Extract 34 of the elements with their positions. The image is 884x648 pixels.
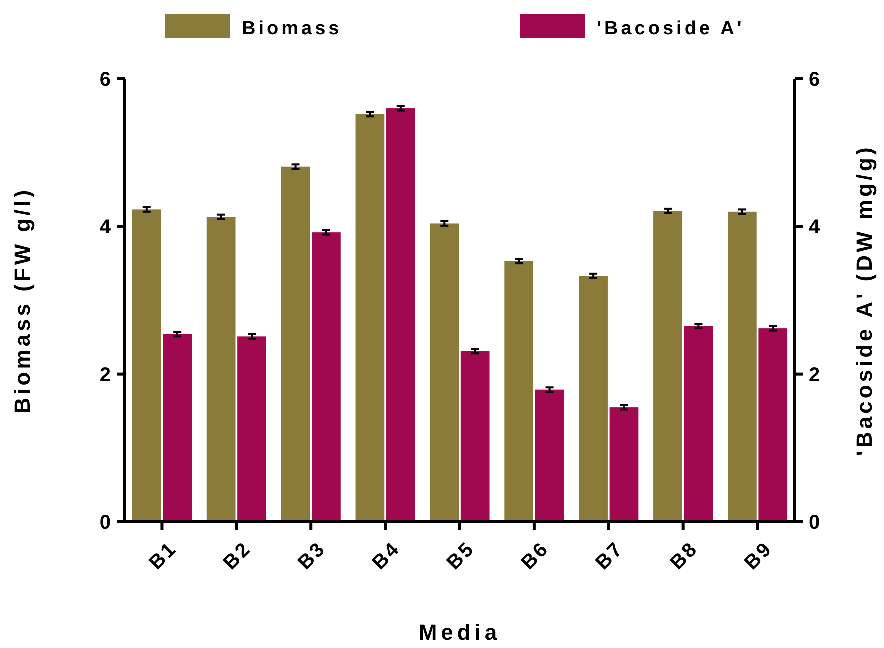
y-tick-label: 6 <box>100 69 111 91</box>
y-tick-label: 4 <box>100 216 112 239</box>
y2-tick-label: 4 <box>809 216 821 239</box>
x-tick-label: B2 <box>220 538 256 574</box>
y-tick-label: 0 <box>100 512 111 534</box>
x-tick-label: B7 <box>592 538 628 574</box>
y2-tick-label: 2 <box>809 364 820 386</box>
x-tick-label: B3 <box>294 538 331 574</box>
bar <box>610 408 639 522</box>
x-tick-label: B8 <box>666 538 703 574</box>
y2-tick-label: 0 <box>809 512 820 534</box>
bar <box>238 336 266 522</box>
bar <box>163 334 192 522</box>
bar <box>281 166 310 522</box>
x-axis-title: Media <box>418 620 502 645</box>
x-tick-label: B9 <box>740 538 778 574</box>
y-axis-title: Biomass (FW g/l) <box>10 187 35 414</box>
legend-label: 'Bacoside A' <box>597 18 745 40</box>
bar <box>684 326 714 522</box>
x-tick-label: B6 <box>517 538 554 574</box>
bar <box>758 328 788 522</box>
bar <box>728 212 757 522</box>
y2-tick-label: 6 <box>809 69 820 91</box>
bar <box>654 211 682 522</box>
bar <box>579 276 608 522</box>
bar <box>206 217 236 522</box>
x-tick-label: B5 <box>442 538 480 574</box>
x-tick-label: B4 <box>368 538 405 574</box>
bar <box>312 232 341 522</box>
bar <box>132 210 162 522</box>
y-tick-label: 2 <box>100 364 111 386</box>
y2-axis-title: 'Bacoside A' (DW mg/g) <box>852 144 877 456</box>
x-tick-label: B1 <box>145 538 182 574</box>
legend-label: Biomass <box>242 18 342 40</box>
